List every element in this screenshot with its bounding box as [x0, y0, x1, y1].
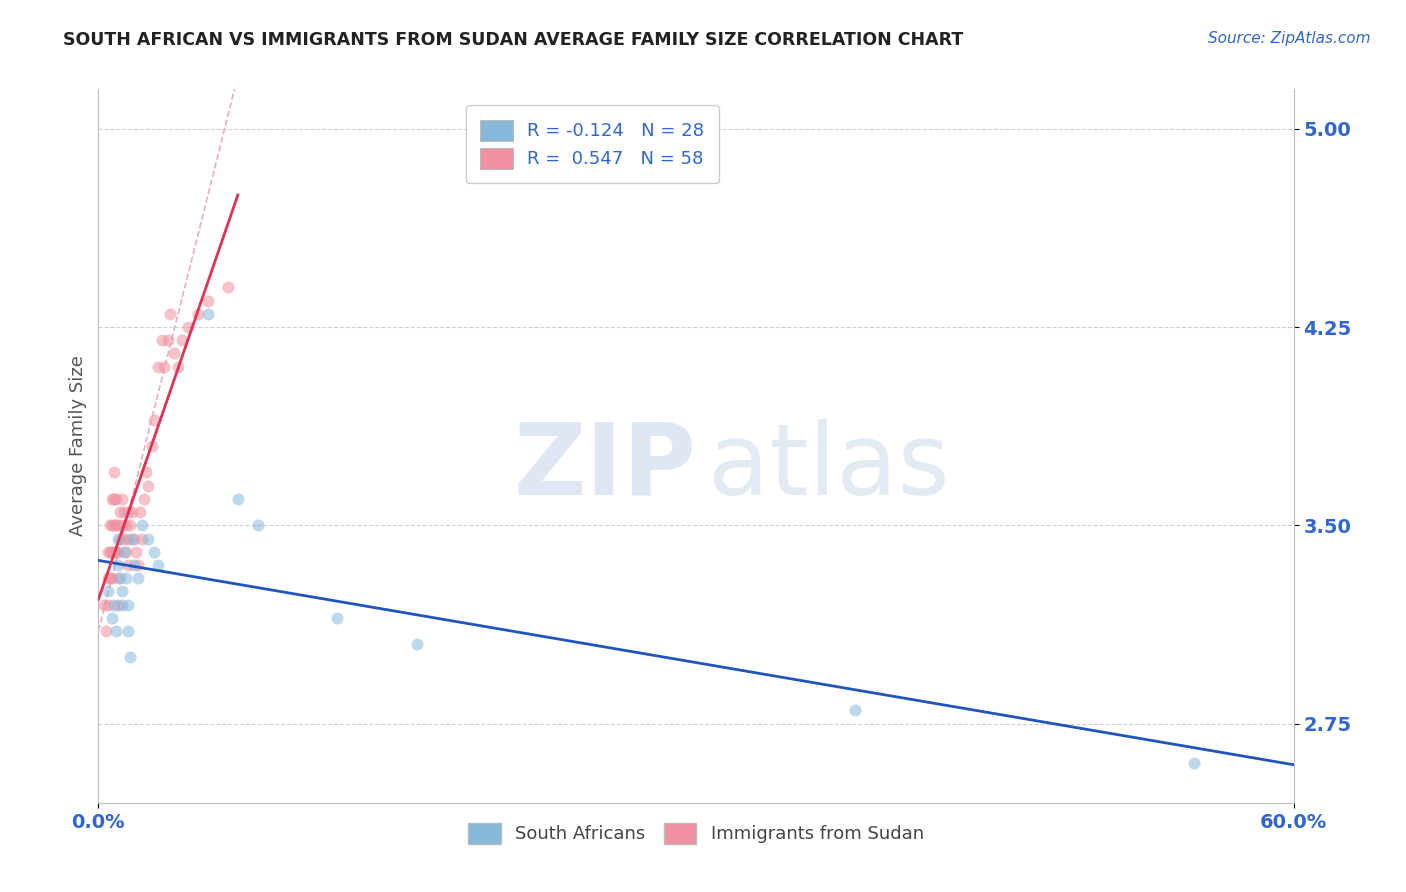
Point [105, 545, 128, 559]
Point [98, 545, 122, 559]
Point [141, 439, 163, 453]
Point [107, 545, 129, 559]
Point [112, 545, 135, 559]
Point [97, 545, 120, 559]
Text: SOUTH AFRICAN VS IMMIGRANTS FROM SUDAN AVERAGE FAMILY SIZE CORRELATION CHART: SOUTH AFRICAN VS IMMIGRANTS FROM SUDAN A… [63, 31, 963, 49]
Point [197, 293, 219, 308]
Point [107, 571, 129, 585]
Point [103, 491, 125, 506]
Point [226, 491, 249, 506]
Point [1182, 756, 1205, 771]
Point [107, 518, 129, 533]
Point [117, 598, 139, 612]
Point [101, 545, 124, 559]
Point [197, 307, 219, 321]
Point [134, 491, 156, 506]
Point [107, 558, 129, 572]
Point [121, 532, 143, 546]
Point [121, 505, 143, 519]
Point [110, 505, 132, 519]
Text: ZIP: ZIP [513, 419, 696, 516]
Point [103, 545, 125, 559]
Point [105, 518, 128, 533]
Point [143, 545, 166, 559]
Point [124, 532, 146, 546]
Point [98, 518, 122, 533]
Point [246, 518, 269, 533]
Point [124, 558, 146, 572]
Point [110, 532, 132, 546]
Point [406, 637, 429, 651]
Point [103, 466, 125, 480]
Point [153, 359, 176, 374]
Point [117, 532, 139, 546]
Point [101, 571, 124, 585]
Point [117, 624, 139, 638]
Point [117, 558, 139, 572]
Point [167, 359, 190, 374]
Point [163, 346, 186, 360]
Point [148, 359, 170, 374]
Text: atlas: atlas [709, 419, 949, 516]
Point [101, 491, 124, 506]
Text: Source: ZipAtlas.com: Source: ZipAtlas.com [1208, 31, 1371, 46]
Point [105, 624, 128, 638]
Point [117, 505, 139, 519]
Point [97, 571, 120, 585]
Point [157, 333, 180, 347]
Point [129, 505, 152, 519]
Point [844, 703, 866, 717]
Point [136, 532, 159, 546]
Point [172, 333, 194, 347]
Point [97, 584, 120, 599]
Point [110, 571, 132, 585]
Point [112, 505, 135, 519]
Point [115, 571, 138, 585]
Point [120, 518, 142, 533]
Point [135, 466, 157, 480]
Point [148, 558, 170, 572]
Legend: South Africans, Immigrants from Sudan: South Africans, Immigrants from Sudan [454, 808, 938, 858]
Point [105, 491, 128, 506]
Point [103, 518, 125, 533]
Point [93, 598, 115, 612]
Point [101, 518, 124, 533]
Point [143, 412, 166, 426]
Point [111, 584, 134, 599]
Point [326, 611, 349, 625]
Point [111, 598, 134, 612]
Point [115, 545, 138, 559]
Point [96, 624, 118, 638]
Point [187, 307, 209, 321]
Y-axis label: Average Family Size: Average Family Size [69, 356, 87, 536]
Point [101, 611, 124, 625]
Point [131, 532, 153, 546]
Point [115, 518, 138, 533]
Point [136, 478, 159, 492]
Point [107, 598, 129, 612]
Point [159, 307, 181, 321]
Point [150, 333, 173, 347]
Point [131, 518, 153, 533]
Point [217, 280, 239, 294]
Point [98, 571, 122, 585]
Point [177, 320, 200, 334]
Point [120, 650, 142, 665]
Point [97, 598, 120, 612]
Point [107, 532, 129, 546]
Point [111, 491, 134, 506]
Point [103, 598, 125, 612]
Point [127, 558, 149, 572]
Point [111, 518, 134, 533]
Point [127, 571, 149, 585]
Point [112, 532, 135, 546]
Point [125, 545, 148, 559]
